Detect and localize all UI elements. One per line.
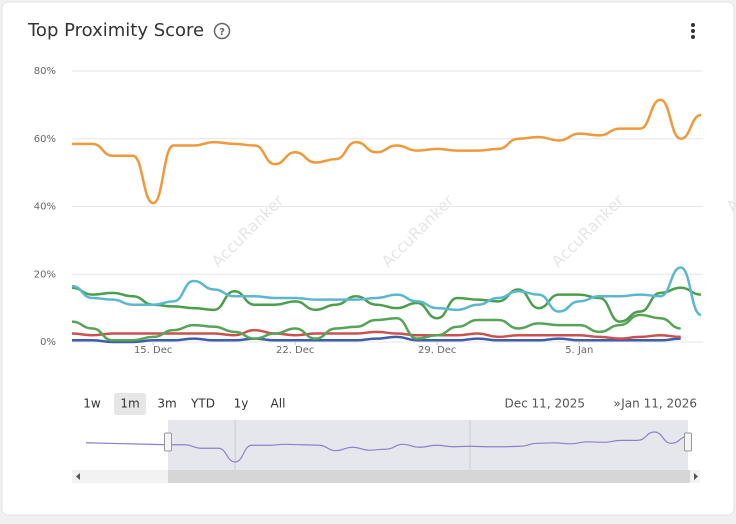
help-icon-text: ?: [219, 27, 225, 38]
scroll-right: [694, 473, 698, 480]
menu-icon[interactable]: [691, 23, 695, 39]
y-tick-label: 60%: [34, 134, 56, 145]
range-button[interactable]: YTD: [190, 397, 215, 411]
menu-dot: [691, 29, 695, 33]
menu-dot: [691, 23, 695, 27]
range-button-bg: [114, 393, 146, 415]
series-line: [71, 328, 681, 340]
x-tick-label: 29. Dec: [418, 345, 456, 356]
navigator-selection: [168, 420, 688, 470]
y-tick-label: 80%: [34, 66, 56, 77]
chart-title: Top Proximity Score: [27, 20, 204, 41]
y-tick-label: 20%: [34, 269, 56, 280]
series-line: [71, 266, 702, 317]
range-button[interactable]: 1m: [120, 397, 139, 411]
x-tick-label: 15. Dec: [134, 345, 172, 356]
range-button[interactable]: 1y: [234, 397, 249, 411]
menu-dot: [691, 35, 695, 39]
range-button[interactable]: 1w: [83, 397, 101, 411]
range-button[interactable]: All: [271, 397, 286, 411]
x-tick-label: 5. Jan: [565, 345, 593, 356]
range-from: Dec 11, 2025: [505, 397, 585, 411]
series-line: [71, 98, 702, 205]
navigator-handle[interactable]: [164, 432, 172, 452]
series-line: [72, 335, 681, 344]
plot: [71, 98, 702, 344]
navigator-line: [85, 431, 689, 463]
y-tick-label: 0%: [40, 337, 56, 348]
x-tick-label: 22. Dec: [276, 345, 314, 356]
series-line: [71, 313, 681, 342]
help-icon[interactable]: [213, 22, 231, 40]
range-button[interactable]: 3m: [157, 397, 176, 411]
range-separator: »: [613, 397, 620, 411]
y-tick-label: 40%: [34, 202, 56, 213]
navigator-handle[interactable]: [684, 432, 692, 452]
series-line: [71, 286, 702, 323]
scrollbar-thumb[interactable]: [168, 470, 690, 483]
scroll-left: [76, 473, 80, 480]
range-to: Jan 11, 2026: [620, 397, 697, 411]
